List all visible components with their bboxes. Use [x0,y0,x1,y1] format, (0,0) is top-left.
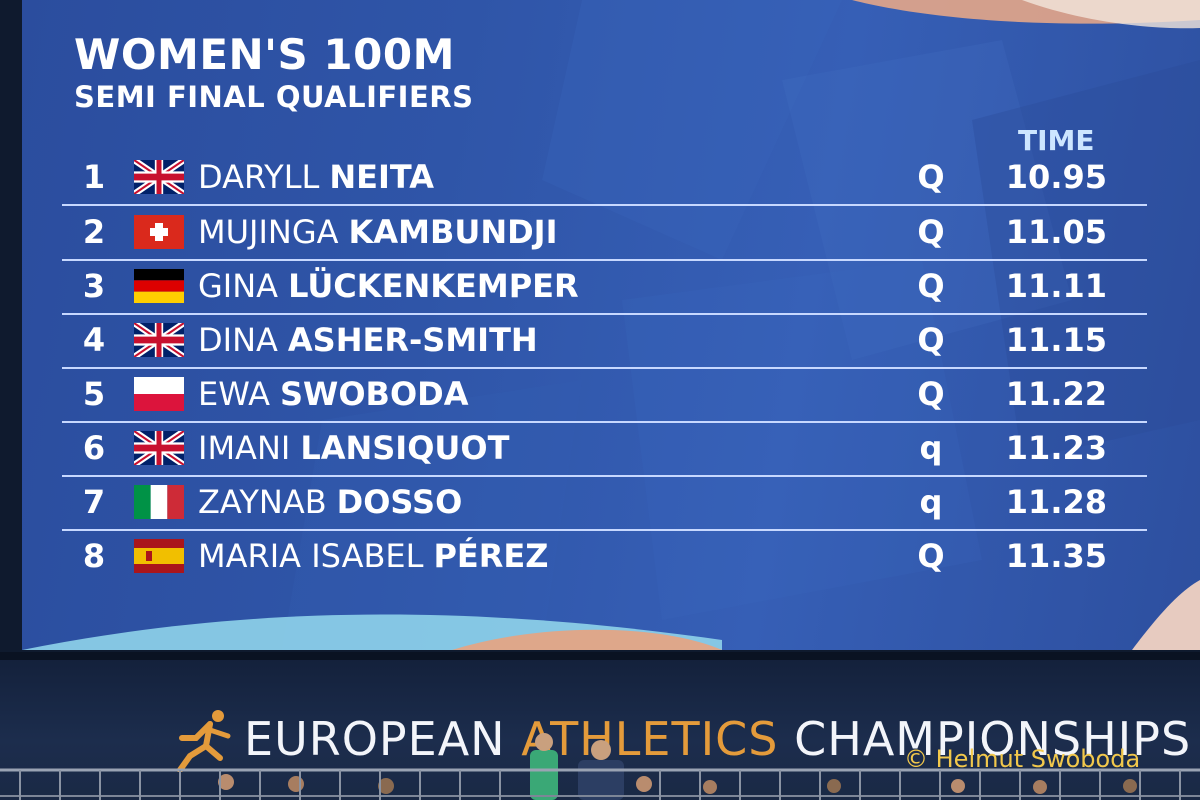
athlete-name: DARYLL NEITA [198,158,434,196]
result-row: 5 EWA SWOBODA Q 11.22 [62,367,1147,423]
qualifier-mark: q [919,483,943,521]
result-time: 11.11 [1005,267,1107,305]
championship-name: EUROPEAN ATHLETICS CHAMPIONSHIPS [244,712,1191,766]
great-britain-flag-icon [134,160,184,194]
result-time: 10.95 [1005,158,1107,196]
poland-flag-icon [134,377,184,411]
result-row: 6 IMANI LANSIQUOT q 11.23 [62,421,1147,477]
athlete-name: MARIA ISABEL PÉREZ [198,537,548,575]
result-time: 11.15 [1005,321,1107,359]
athlete-name: IMANI LANSIQUOT [198,429,509,467]
qualifier-mark: Q [917,321,945,359]
event-title: WOMEN'S 100M [74,30,455,79]
athlete-last-name: DOSSO [336,483,463,521]
athlete-name: EWA SWOBODA [198,375,468,413]
result-row: 1 DARYLL NEITA Q 10.95 [62,150,1147,206]
qualifier-mark: Q [917,267,945,305]
result-row: 7 ZAYNAB DOSSO q 11.28 [62,475,1147,531]
banner-word-championships: CHAMPIONSHIPS [794,712,1192,766]
spain-flag-icon [134,539,184,573]
athlete-first-name: MARIA ISABEL [198,537,424,575]
great-britain-flag-icon [134,431,184,465]
germany-flag-icon [134,269,184,303]
athlete-first-name: GINA [198,267,279,305]
result-time: 11.22 [1005,375,1107,413]
rank: 6 [82,429,106,467]
italy-flag-icon [134,485,184,519]
athlete-name: ZAYNAB DOSSO [198,483,462,521]
result-row: 4 DINA ASHER-SMITH Q 11.15 [62,313,1147,369]
result-row: 3 GINA LÜCKENKEMPER Q 11.11 [62,259,1147,315]
athlete-name: DINA ASHER-SMITH [198,321,538,359]
photographer-watermark: © Helmut Swoboda [904,745,1141,773]
rank: 3 [82,267,106,305]
athlete-last-name: LÜCKENKEMPER [288,267,579,305]
qualifier-mark: Q [917,213,945,251]
qualifier-mark: Q [917,537,945,575]
great-britain-flag-icon [134,323,184,357]
result-time: 11.05 [1005,213,1107,251]
athlete-first-name: DINA [198,321,278,359]
banner-word-european: EUROPEAN [244,712,506,766]
result-row: 2 MUJINGA KAMBUNDJI Q 11.05 [62,205,1147,261]
rank: 8 [82,537,106,575]
athlete-last-name: LANSIQUOT [300,429,510,467]
screen-frame-edge [0,652,1200,660]
result-time: 11.28 [1005,483,1107,521]
banner-word-athletics: ATHLETICS [521,712,779,766]
athlete-last-name: KAMBUNDJI [348,213,558,251]
athlete-name: GINA LÜCKENKEMPER [198,267,579,305]
rank: 1 [82,158,106,196]
athlete-first-name: ZAYNAB [198,483,327,521]
rank: 2 [82,213,106,251]
athlete-first-name: IMANI [198,429,291,467]
runner-logo-icon [177,710,231,772]
athlete-first-name: MUJINGA [198,213,339,251]
time-column-header: TIME [1018,124,1095,157]
rank: 5 [82,375,106,413]
event-subtitle: SEMI FINAL QUALIFIERS [74,80,474,114]
athlete-last-name: ASHER-SMITH [287,321,538,359]
scoreboard-screen: WOMEN'S 100M SEMI FINAL QUALIFIERS TIME … [22,0,1200,650]
result-time: 11.23 [1005,429,1107,467]
qualifier-mark: q [919,429,943,467]
switzerland-flag-icon [134,215,184,249]
athlete-last-name: PÉREZ [433,537,549,575]
result-row: 8 MARIA ISABEL PÉREZ Q 11.35 [62,529,1147,583]
athlete-last-name: NEITA [329,158,435,196]
stadium-railing [0,768,1200,800]
result-time: 11.35 [1005,537,1107,575]
athlete-last-name: SWOBODA [280,375,469,413]
athlete-first-name: EWA [198,375,270,413]
qualifier-mark: Q [917,158,945,196]
athlete-first-name: DARYLL [198,158,320,196]
qualifier-mark: Q [917,375,945,413]
athlete-name: MUJINGA KAMBUNDJI [198,213,557,251]
rank: 4 [82,321,106,359]
rank: 7 [82,483,106,521]
